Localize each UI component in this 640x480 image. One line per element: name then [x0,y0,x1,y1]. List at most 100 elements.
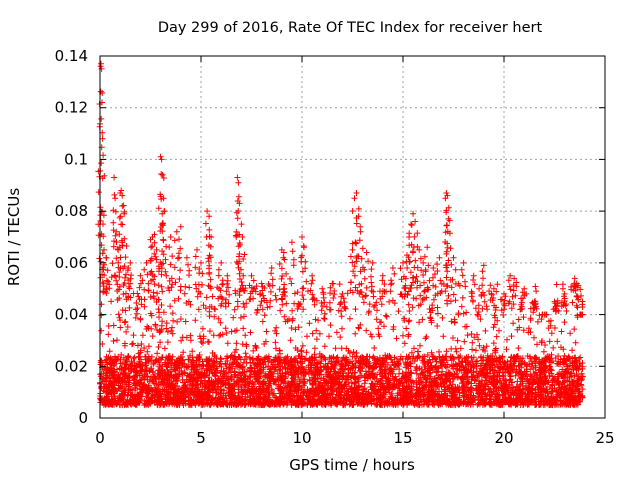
data-point [561,371,567,378]
data-point [219,331,226,338]
data-point [428,319,435,326]
data-point [305,364,312,371]
data-point [453,348,460,355]
data-point [538,316,545,323]
data-point [454,337,461,344]
data-point [536,312,543,319]
data-point [285,397,292,404]
data-point [370,363,377,370]
data-point [150,375,157,382]
data-point [225,369,232,376]
data-point [155,306,162,313]
data-point [292,376,299,383]
data-point [164,339,171,346]
data-point [254,376,261,382]
data-point [127,386,134,393]
data-point [460,398,467,405]
data-point [273,296,280,303]
data-point [392,401,399,408]
data-point [331,365,338,372]
data-point [246,355,253,362]
data-point [364,401,371,408]
data-point [323,303,330,310]
data-point [147,310,154,317]
data-point [420,359,427,366]
data-point [164,328,171,335]
data-point [351,381,358,387]
data-point [124,392,131,399]
data-point [364,356,370,363]
data-point [399,383,406,390]
data-point [216,332,223,339]
data-point [505,369,512,376]
data-point [395,360,402,367]
data-point [542,392,549,399]
data-point [538,368,545,374]
data-point [565,396,572,402]
data-point [405,398,412,405]
data-point [321,310,328,317]
data-point [559,359,566,366]
data-point [489,362,496,369]
data-point [145,343,152,350]
data-point [457,345,464,352]
data-point [242,350,249,357]
data-point [464,367,471,374]
data-point [474,331,480,338]
data-point [251,365,258,372]
data-point [181,290,188,297]
data-point [491,321,498,328]
data-point [288,325,295,331]
data-point [309,370,315,377]
data-point [476,285,483,292]
data-point [391,362,398,369]
data-point [384,353,391,360]
data-point [379,375,385,382]
data-point [572,363,579,370]
data-point [253,283,260,290]
data-point [546,338,553,345]
data-point [192,317,199,324]
data-point [151,394,158,401]
data-point [338,313,345,320]
data-point [375,325,382,332]
data-point [247,378,254,384]
data-point [105,354,112,361]
data-point [206,370,213,376]
data-point [486,355,493,362]
data-point [346,350,353,356]
data-point [472,374,479,381]
data-point [273,330,280,337]
data-point [191,364,198,371]
data-point [151,380,158,387]
data-point [219,373,226,380]
data-point [155,381,162,388]
data-point [132,399,139,406]
points-layer [95,60,586,409]
data-point [244,394,251,401]
data-point [424,286,431,293]
data-point [349,391,356,398]
data-point [320,375,327,382]
data-point [501,389,508,396]
data-point [441,383,448,390]
data-point [461,366,468,373]
data-point [211,352,218,358]
data-point [442,353,449,360]
data-point [146,367,153,374]
data-point [376,354,383,361]
data-point [544,353,551,360]
data-point [110,338,117,344]
data-point [363,327,370,334]
data-point [426,356,433,363]
data-point [500,312,507,318]
data-point [218,379,225,386]
data-point [520,327,527,334]
data-point [427,314,434,321]
data-point [446,375,453,382]
data-point [296,378,303,385]
data-point [392,373,399,380]
data-point [200,333,207,340]
data-point [558,328,565,335]
data-point [417,342,423,349]
